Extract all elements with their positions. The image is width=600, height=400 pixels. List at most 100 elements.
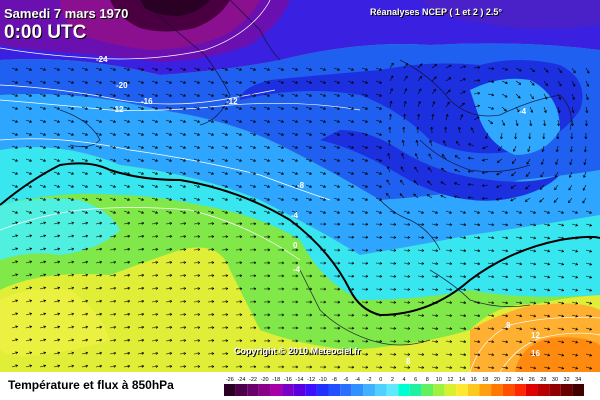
wind-arrow-head [407,210,410,214]
wind-arrow-head [379,287,383,290]
wind-arrow-head [413,193,417,195]
wind-arrow-head [379,237,383,239]
wind-arrow-head [505,354,508,357]
wind-arrow-head [15,325,18,327]
wind-arrow-head [570,123,573,127]
wind-arrow-head [267,249,271,252]
wind-arrow-head [141,171,144,175]
wind-arrow [67,67,74,71]
wind-arrow [543,223,550,226]
wind-arrow [67,261,74,264]
wind-arrow-head [253,353,257,356]
wind-arrow [123,197,130,201]
wind-arrow [555,158,559,165]
wind-arrow-head [127,273,131,276]
wind-arrow-head [388,113,391,117]
wind-arrow [95,274,102,277]
wind-arrow [305,210,312,214]
wind-arrow-head [379,119,382,123]
wind-arrow [193,262,200,264]
wind-arrow-head [351,354,355,356]
wind-arrow-head [197,365,201,367]
wind-arrow [429,140,433,147]
wind-arrow [277,67,284,71]
wind-arrow [501,314,508,317]
wind-arrow [441,167,447,173]
wind-arrow [165,197,172,201]
wind-arrow-head [449,224,453,227]
wind-arrow [529,262,536,265]
wind-arrow [151,287,158,290]
wind-arrow-head [379,313,383,316]
wind-arrow-head [547,353,551,356]
scale-label: -18 [272,377,280,383]
wind-arrow [67,171,74,175]
wind-arrow [67,300,74,303]
wind-arrow-head [421,276,425,278]
wind-arrow-head [481,185,485,188]
wind-arrow-head [253,313,257,315]
wind-arrow-head [379,367,383,369]
wind-arrow [221,67,228,71]
wind-arrow-head [379,248,383,251]
wind-arrow-head [491,366,495,369]
scale-label: 22 [505,377,511,383]
wind-arrow-head [197,235,201,237]
wind-arrow [403,314,410,316]
wind-arrow [221,132,228,136]
wind-arrow-head [85,184,88,188]
wind-arrow-head [113,106,116,110]
wind-arrow-head [281,275,285,278]
wind-arrow [123,171,130,175]
wind-arrow [347,184,354,188]
wind-arrow-head [477,353,481,356]
wind-arrow [305,158,312,162]
wind-arrow [235,210,242,214]
wind-arrow-head [337,274,341,277]
wind-arrow-head [547,366,551,369]
scale-swatch [549,384,561,396]
wind-arrow-head [351,315,355,317]
wind-arrow-head [99,299,102,302]
wind-arrow-head [323,314,327,317]
wind-arrow-head [407,261,411,264]
wind-arrow-head [169,67,172,71]
wind-arrow-head [253,67,256,71]
wind-arrow-head [155,300,159,303]
wind-arrow [207,353,215,355]
wind-arrow-head [113,248,117,251]
wind-arrow [95,80,102,84]
temp-zone-dark-right [420,0,600,29]
wind-arrow [25,365,32,368]
wind-arrow-head [281,236,285,239]
wind-arrow-head [197,313,201,315]
wind-arrow-head [539,188,543,190]
wind-arrow [123,158,130,162]
wind-arrow [454,155,461,160]
wind-arrow-head [463,275,467,278]
wind-arrow [388,140,391,147]
wind-arrow-head [29,351,32,353]
wind-arrow [487,106,494,110]
wind-arrow [585,67,590,74]
wind-arrow [389,210,396,214]
wind-arrow-head [29,235,32,238]
wind-arrow-head [388,126,391,130]
wind-arrow-head [281,353,285,356]
wind-arrow-head [239,184,242,188]
wind-arrow-head [467,184,471,187]
wind-arrow-head [141,351,145,354]
wind-arrow-head [169,145,172,149]
wind-arrow-head [99,145,102,149]
wind-arrow [109,352,116,355]
wind-arrow-head [155,338,159,341]
wind-arrow-head [365,224,369,226]
wind-arrow [221,119,228,123]
wind-arrow [431,114,434,121]
wind-arrow [95,313,102,316]
wind-arrow [543,210,550,214]
wind-arrow-head [267,248,271,251]
wind-arrow-head [141,326,145,329]
wind-arrow-head [561,366,565,369]
wind-arrow [319,106,326,110]
